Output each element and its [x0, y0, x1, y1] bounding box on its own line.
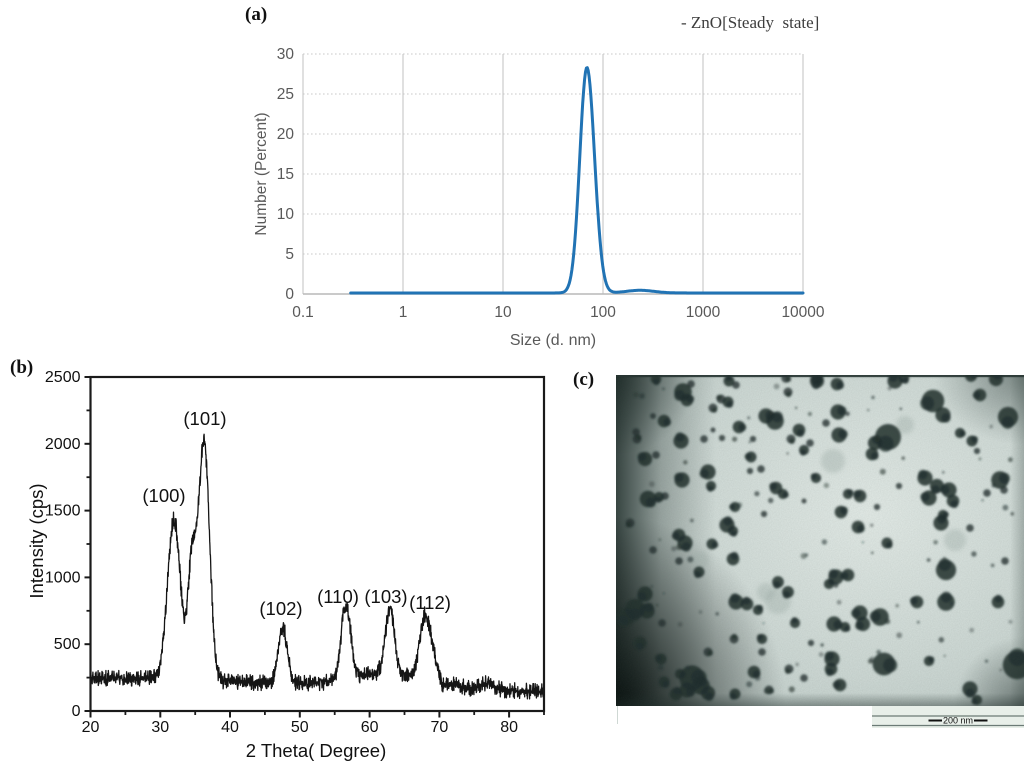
svg-text:10000: 10000 [781, 304, 824, 321]
svg-text:30: 30 [277, 46, 295, 63]
svg-text:2000: 2000 [45, 436, 81, 453]
svg-text:60: 60 [361, 719, 379, 736]
svg-text:(110): (110) [317, 586, 359, 607]
svg-text:1000: 1000 [45, 569, 81, 586]
svg-text:1500: 1500 [45, 503, 81, 520]
svg-text:40: 40 [221, 719, 239, 736]
svg-text:100: 100 [590, 304, 616, 321]
svg-text:0.1: 0.1 [292, 304, 314, 321]
svg-text:80: 80 [500, 719, 518, 736]
svg-text:(100): (100) [142, 485, 185, 506]
svg-text:2 Theta( Degree): 2 Theta( Degree) [246, 740, 387, 761]
svg-text:5: 5 [285, 246, 294, 263]
svg-text:30: 30 [151, 719, 169, 736]
svg-text:(103): (103) [364, 586, 407, 607]
svg-text:2500: 2500 [45, 369, 81, 386]
svg-text:20: 20 [82, 719, 100, 736]
svg-text:0: 0 [285, 286, 294, 303]
svg-text:1: 1 [399, 304, 408, 321]
svg-text:10: 10 [494, 304, 512, 321]
svg-text:10: 10 [277, 206, 295, 223]
svg-text:50: 50 [291, 719, 309, 736]
svg-text:(101): (101) [183, 408, 226, 429]
svg-text:0: 0 [72, 703, 81, 720]
svg-text:20: 20 [277, 126, 295, 143]
svg-text:70: 70 [431, 719, 449, 736]
svg-text:15: 15 [277, 166, 294, 183]
svg-text:Intensity (cps): Intensity (cps) [26, 483, 47, 598]
svg-text:500: 500 [54, 636, 81, 653]
svg-text:Size (d. nm): Size (d. nm) [510, 332, 596, 349]
svg-text:(112): (112) [409, 592, 451, 613]
svg-text:1000: 1000 [686, 304, 721, 321]
svg-text:(102): (102) [259, 598, 302, 619]
svg-text:25: 25 [277, 86, 294, 103]
svg-text:Number (Percent): Number (Percent) [253, 112, 270, 235]
svg-text:200 nm: 200 nm [943, 716, 973, 726]
